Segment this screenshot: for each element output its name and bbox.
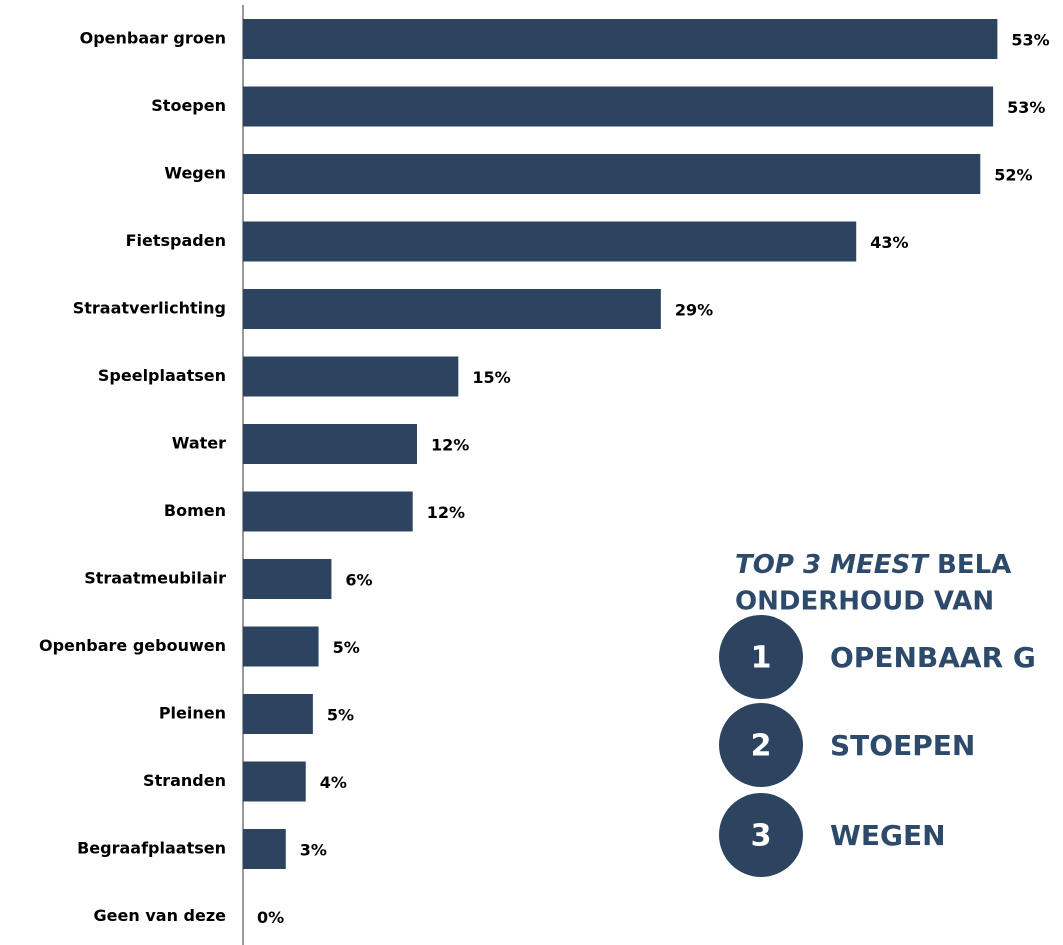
value-label: 43% (870, 233, 908, 252)
category-label: Bomen (164, 501, 226, 520)
category-label: Straatverlichting (73, 299, 226, 318)
category-label: Openbaar groen (80, 29, 226, 48)
value-label: 53% (1007, 98, 1045, 117)
category-label: Straatmeubilair (84, 569, 226, 588)
value-label: 15% (472, 368, 510, 387)
rank-label: WEGEN (830, 819, 946, 852)
category-label: Wegen (164, 164, 226, 183)
inset-title-italic: TOP 3 MEEST (735, 550, 930, 580)
bar (243, 221, 857, 262)
value-label: 0% (257, 908, 284, 927)
bar (243, 19, 998, 59)
bar (243, 626, 319, 667)
category-label: Pleinen (159, 704, 226, 723)
category-label: Geen van deze (94, 906, 227, 925)
inset-title: TOP 3 MEEST BELA (735, 550, 1011, 580)
bar (243, 559, 332, 599)
category-label: Water (172, 434, 226, 453)
inset-title-rest: BELA (937, 550, 1011, 580)
value-label: 53% (1011, 31, 1049, 50)
value-label: 6% (345, 571, 372, 590)
bar (243, 86, 994, 127)
rank-label: OPENBAAR G (830, 641, 1036, 674)
category-label: Begraafplaatsen (77, 839, 226, 858)
category-label: Stranden (143, 771, 226, 790)
rank-number: 2 (751, 729, 772, 764)
bar (243, 289, 661, 329)
bar (243, 761, 306, 802)
category-label: Openbare gebouwen (39, 636, 226, 655)
bar (243, 829, 286, 869)
category-label: Stoepen (151, 96, 226, 115)
value-label: 52% (994, 166, 1032, 185)
bar (243, 356, 459, 397)
bar (243, 424, 417, 464)
inset-title-line2: ONDERHOUD VAN (735, 587, 994, 617)
rank-number: 1 (751, 641, 772, 676)
value-label: 4% (320, 773, 347, 792)
value-label: 29% (675, 301, 713, 320)
value-label: 3% (300, 841, 327, 860)
rank-circle (719, 615, 803, 699)
category-label: Fietspaden (126, 231, 226, 250)
bar (243, 154, 981, 194)
value-label: 5% (333, 638, 360, 657)
rank-circle (719, 703, 803, 787)
value-label: 12% (427, 503, 465, 522)
rank-label: STOEPEN (830, 729, 975, 762)
category-label: Speelplaatsen (98, 366, 226, 385)
bar (243, 694, 313, 734)
value-label: 5% (327, 706, 354, 725)
bar (243, 491, 413, 532)
rank-number: 3 (751, 819, 772, 854)
value-label: 12% (431, 436, 469, 455)
rank-circle (719, 793, 803, 877)
